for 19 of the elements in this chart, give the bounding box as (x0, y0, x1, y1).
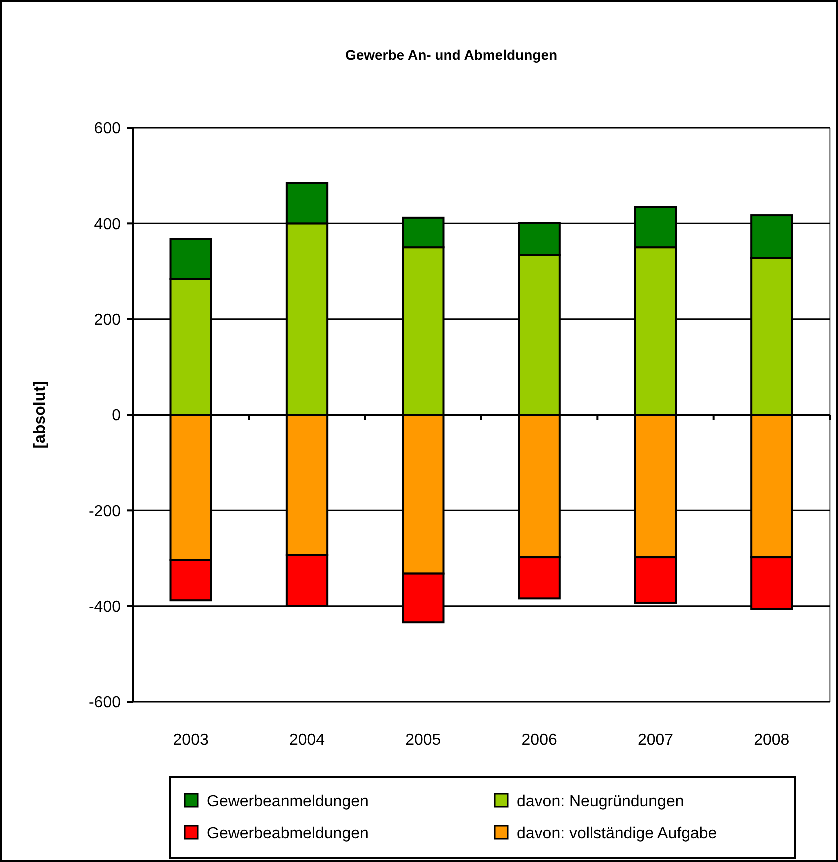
chart-title: Gewerbe An- und Abmeldungen (345, 47, 558, 63)
x-tick-label: 2008 (754, 732, 790, 749)
legend-label: davon: Neugründungen (517, 794, 684, 811)
legend-label: Gewerbeabmeldungen (207, 826, 369, 843)
y-tick-label: -600 (88, 694, 122, 712)
x-tick-label: 2004 (289, 732, 326, 749)
y-axis-title: [absolut] (32, 381, 49, 449)
x-tick-label: 2006 (522, 732, 558, 749)
y-tick-label: 200 (94, 312, 122, 329)
y-tick-label: -200 (88, 503, 122, 520)
legend-label: davon: vollständige Aufgabe (517, 826, 718, 843)
legend-label: Gewerbeanmeldungen (207, 794, 369, 811)
x-tick-label: 2005 (406, 732, 442, 749)
x-tick-label: 2003 (173, 732, 209, 749)
y-tick-label: 600 (94, 120, 122, 138)
y-tick-label: 0 (112, 408, 122, 425)
y-tick-label: -400 (88, 598, 122, 616)
x-tick-label: 2007 (638, 732, 674, 749)
y-tick-label: 400 (94, 216, 122, 234)
